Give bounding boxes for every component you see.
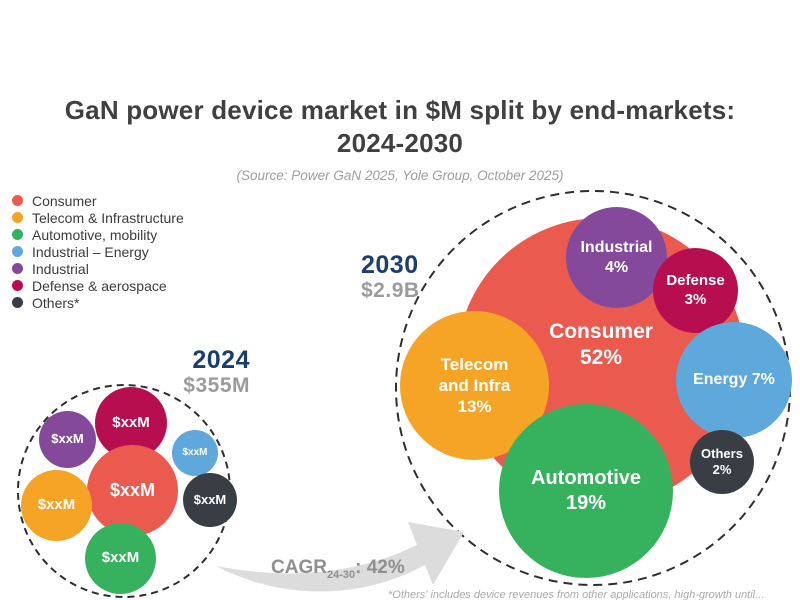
legend-label: Industrial – Energy [32,243,149,260]
legend-label: Automotive, mobility [32,226,158,243]
bubble-value: $xxM [51,431,84,447]
bubble-share: 3% [684,290,707,308]
legend-label: Consumer [32,192,97,209]
bubble-2024-energy: $xxM [172,430,218,476]
chart-title-line1: GaN power device market in $M split by e… [64,95,736,125]
bubble-label: Telecom [440,354,509,374]
legend-dot-others-icon [12,297,23,308]
legend-dot-industrial-icon [12,263,23,274]
bubble-label: Defense [666,271,725,289]
legend-item-others: Others* [12,294,184,311]
bubble-share: 4% [604,258,629,276]
cluster-label-2024: 2024 $355M [158,347,250,397]
year-2024: 2024 [192,346,250,374]
legend-item-industrial: Industrial [12,260,184,277]
chart-title-line2: 2024-2030 [336,127,464,158]
chart-source: (Source: Power GaN 2025, Yole Group, Oct… [236,168,564,183]
bubble-2024-others: $xxM [183,473,237,527]
legend: Consumer Telecom & Infrastructure Automo… [12,192,184,311]
bubble-2030-industrial: Industrial 4% [566,207,667,308]
total-2030: $2.9B [361,279,420,303]
legend-item-automotive: Automotive, mobility [12,226,184,243]
bubble-2024-consumer: $xxM [87,445,178,536]
year-2030: 2030 [361,251,419,279]
legend-label: Industrial [32,260,89,277]
bubble-value: $xxM [182,446,208,458]
title-block: GaN power device market in $M split by e… [0,94,800,183]
total-2024: $355M [183,374,250,398]
bubble-2030-energy: Energy 7% [676,322,792,438]
bubble-label: Others [701,445,743,461]
bubble-2030-others: Others 2% [690,430,754,494]
bubble-value: $xxM [109,480,156,501]
legend-dot-energy-icon [12,246,23,257]
bubble-share: 52% [579,346,623,369]
bubble-label: Industrial [580,238,653,256]
cluster-label-2030: 2030 $2.9B [361,252,420,302]
legend-label: Defense & aerospace [32,277,167,294]
legend-label: Others* [32,294,80,311]
bubble-value: $xxM [101,549,140,567]
bubble-share: 13% [457,397,492,417]
bubble-label: and Infra [438,375,511,395]
legend-item-consumer: Consumer [12,192,184,209]
legend-dot-consumer-icon [12,195,23,206]
bubble-share: 2% [712,462,732,477]
cagr-annotation: CAGR24-30: 42% [271,557,405,581]
bubble-2024-defense: $xxM [95,387,167,459]
legend-item-telecom: Telecom & Infrastructure [12,209,184,226]
cagr-subscript: 24-30 [326,568,356,581]
bubble-2024-industrial: $xxM [39,411,96,468]
legend-dot-automotive-icon [12,229,23,240]
bubble-2024-telecom: $xxM [21,470,92,541]
bubble-2030-automotive: Automotive 19% [499,404,673,578]
growth-arrow [216,522,464,592]
footnote: *Others' includes device revenues from o… [388,589,765,600]
legend-item-industrial-energy: Industrial – Energy [12,243,184,260]
bubble-2024-automotive: $xxM [85,523,156,594]
legend-dot-defense-icon [12,280,23,291]
bubble-label: Automotive [531,467,641,489]
bubble-value: $xxM [112,413,150,431]
bubble-label: Energy 7% [693,371,775,388]
legend-item-defense: Defense & aerospace [12,277,184,294]
cagr-label: CAGR [271,557,327,578]
legend-dot-telecom-icon [12,212,23,223]
bubble-value: $xxM [193,491,227,507]
legend-label: Telecom & Infrastructure [32,209,184,226]
bubble-share: 19% [565,492,607,514]
bubble-value: $xxM [37,496,76,514]
bubble-2030-defense: Defense 3% [653,248,738,333]
cagr-value: : 42% [355,557,405,578]
bubble-label: Consumer [549,319,653,343]
